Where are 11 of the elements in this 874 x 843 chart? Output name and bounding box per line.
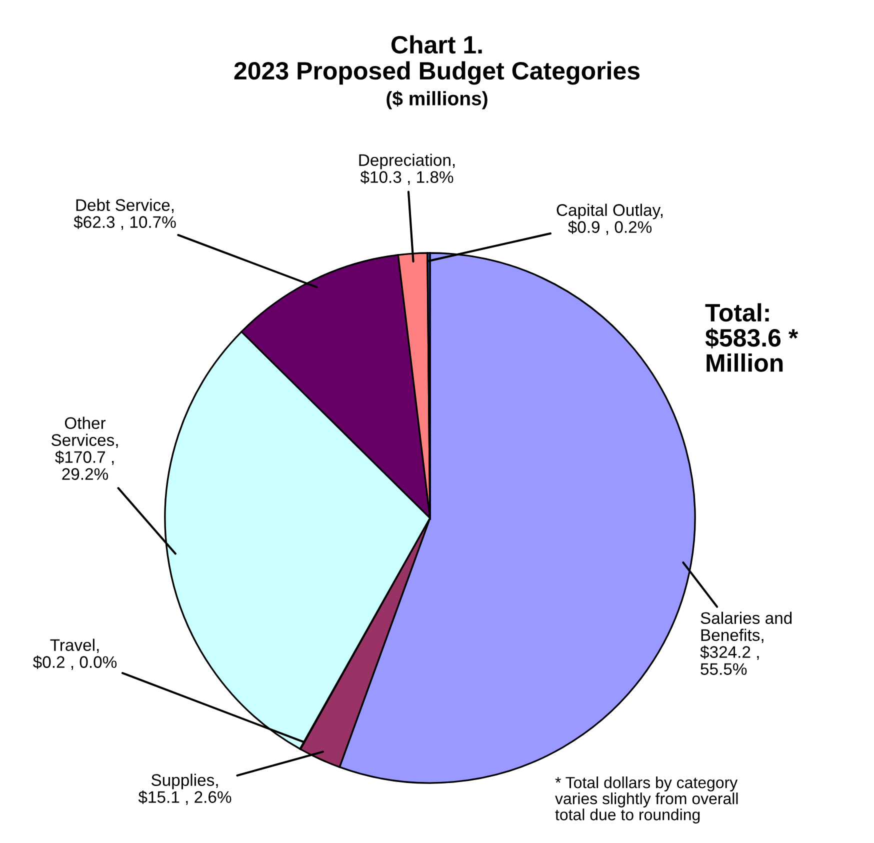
slice-label: Supplies, $15.1 , 2.6% [138, 774, 232, 805]
chart-title: Chart 1. 2023 Proposed Budget Categories [234, 35, 640, 85]
slice-label: Capital Outlay, $0.9 , 0.2% [556, 204, 663, 235]
text: Total: $583.6 * Million [705, 303, 798, 372]
slice-label: Salaries and Benefits, $324.2 , 55.5% [700, 612, 792, 675]
text: * Total dollars by category varies slightly from overall total due to rounding [555, 776, 738, 824]
slice-label: Other Services, $170.7 , 29.2% [51, 416, 118, 480]
slice-label: Debt Service, $62.3 , 10.7% [74, 198, 176, 230]
chart-subtitle: ($ millions) [386, 90, 488, 110]
slice-label: Travel, $0.2 , 0.0% [33, 638, 117, 670]
slice-label: Depreciation, $10.3 , 1.8% [359, 154, 455, 185]
